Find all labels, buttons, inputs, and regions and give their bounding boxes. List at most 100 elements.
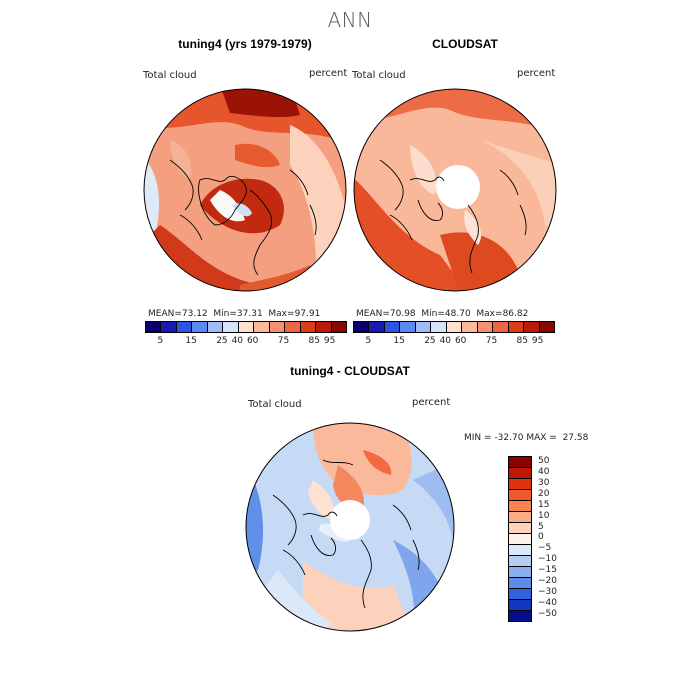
diff-max-value: 27.58 [562,433,589,443]
colorbar-swatch [354,322,370,332]
diff-polar-map [245,422,455,632]
colorbar-tick-label: 60 [246,336,259,346]
colorbar-swatch [223,322,239,332]
colorbar-swatch [384,322,401,332]
colorbar-swatch [508,322,525,332]
colorbar-swatch [238,322,255,332]
page-title: ANN [327,8,373,32]
colorbar-swatch [462,322,478,332]
diff-units-label: percent [412,397,451,408]
right-mean-label: MEAN= [356,309,390,319]
left-stats: MEAN=73.12 Min=37.31 Max=97.91 [148,309,320,319]
colorbar-tick-label: 40 [439,336,452,346]
colorbar-tick-label: 95 [323,336,336,346]
left-panel-title: tuning4 (yrs 1979-1979) [178,37,312,51]
colorbar-tick-label: −30 [538,587,557,598]
colorbar-tick-label: 20 [538,488,550,499]
colorbar-tick-label: −20 [538,576,557,587]
colorbar-tick-label: 25 [424,336,436,346]
colorbar-tick-label: 15 [538,499,550,510]
colorbar-tick-label: −5 [538,543,552,554]
colorbar-swatch [431,322,447,332]
colorbar-swatch [509,545,531,556]
diff-min-value: -32.70 [494,433,524,443]
colorbar-swatch [539,322,555,332]
diff-variable-label: Total cloud [248,399,302,410]
right-polar-map [353,88,557,292]
colorbar-tick-label: −10 [538,554,557,565]
right-max-value: 86.82 [502,309,529,319]
left-max-label: Max= [268,309,295,319]
colorbar-tick-label: 0 [538,532,544,543]
colorbar-tick-label: −40 [538,598,557,609]
colorbar-swatch [509,589,531,600]
colorbar-swatch [509,556,531,567]
colorbar-swatch [446,322,463,332]
colorbar-swatch [524,322,540,332]
colorbar-swatch [509,578,531,589]
colorbar-swatch [254,322,270,332]
colorbar-tick-label: 95 [531,336,544,346]
colorbar-tick-label: −50 [538,609,557,619]
colorbar-tick-label: 50 [538,455,550,466]
diff-stats: MIN = -32.70 MAX = 27.58 [464,433,588,443]
colorbar-swatch [493,322,509,332]
colorbar-tick-label: 15 [185,336,197,346]
colorbar-swatch [192,322,208,332]
colorbar-swatch [300,322,317,332]
colorbar-tick-label: 40 [538,466,550,477]
colorbar-swatch [509,479,531,490]
colorbar-tick-label: 75 [277,336,290,346]
colorbar-tick-label: 5 [538,521,544,532]
left-colorbar [145,321,347,333]
right-colorbar-ticks: 5 15 25 40 60 75 85 95 [353,336,553,348]
left-mean-value: 73.12 [181,309,208,319]
colorbar-swatch [509,611,531,621]
right-colorbar [353,321,555,333]
colorbar-tick-label: 40 [231,336,244,346]
colorbar-swatch [477,322,494,332]
diff-colorbar [508,456,532,622]
left-max-value: 97.91 [294,309,321,319]
left-mean-label: MEAN= [148,309,182,319]
colorbar-swatch [146,322,162,332]
diff-colorbar-ticks: 50 40 30 20 15 10 5 0 −5 −10 −15 −20 −30 −40 −50 [538,456,568,622]
right-max-label: Max= [476,309,503,319]
colorbar-tick-label: 85 [308,336,320,346]
colorbar-tick-label: 5 [157,336,164,346]
colorbar-swatch [369,322,385,332]
left-variable-label: Total cloud [143,70,197,81]
right-mean-value: 70.98 [389,309,416,319]
right-stats: MEAN=70.98 Min=48.70 Max=86.82 [356,309,528,319]
colorbar-swatch [207,322,224,332]
colorbar-tick-label: 25 [216,336,228,346]
colorbar-tick-label: 75 [485,336,498,346]
colorbar-tick-label: −15 [538,565,557,576]
colorbar-swatch [400,322,416,332]
left-min-label: Min= [213,309,237,319]
right-min-value: 48.70 [444,309,471,319]
colorbar-tick-label: 5 [365,336,372,346]
right-panel-title: CLOUDSAT [432,37,498,51]
colorbar-swatch [509,490,531,501]
colorbar-tick-label: 30 [538,477,550,488]
colorbar-swatch [509,457,531,468]
colorbar-swatch [316,322,332,332]
left-polar-map [143,88,347,292]
colorbar-swatch [509,534,531,545]
colorbar-swatch [509,600,531,611]
colorbar-tick-label: 10 [538,510,550,521]
colorbar-swatch [269,322,286,332]
colorbar-swatch [509,523,531,534]
colorbar-swatch [509,468,531,479]
colorbar-swatch [331,322,347,332]
colorbar-swatch [176,322,193,332]
right-variable-label: Total cloud [352,70,406,81]
colorbar-tick-label: 60 [454,336,467,346]
colorbar-swatch [509,512,531,523]
colorbar-tick-label: 85 [516,336,528,346]
colorbar-swatch [509,567,531,578]
right-min-label: Min= [421,309,445,319]
colorbar-tick-label: 15 [393,336,405,346]
left-min-value: 37.31 [236,309,263,319]
